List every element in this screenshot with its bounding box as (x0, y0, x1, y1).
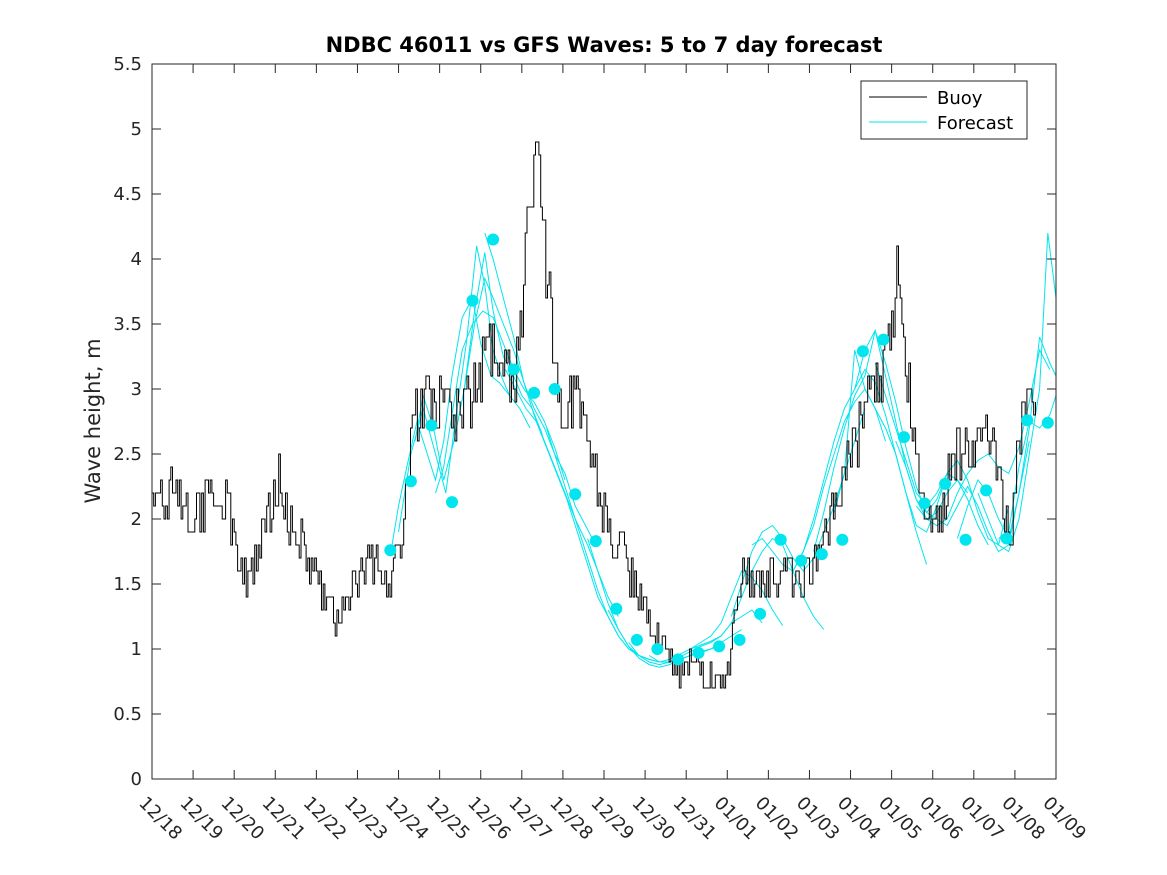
buoy-series (152, 141, 1036, 689)
forecast-line-21 (915, 348, 1051, 527)
forecast-line-18 (854, 329, 989, 546)
y-tick-label: 0 (131, 769, 142, 790)
forecast-point (713, 640, 726, 653)
buoy-line (152, 141, 1036, 689)
y-tick-label: 5.5 (113, 54, 142, 75)
forecast-point (466, 294, 479, 307)
forecast-point (404, 475, 417, 488)
y-tick-label: 2 (131, 509, 142, 530)
y-tick-label: 2.5 (113, 444, 142, 465)
y-tick-label: 4.5 (113, 184, 142, 205)
forecast-point (980, 484, 993, 497)
forecast-line-23 (977, 232, 1057, 553)
y-tick-label: 3 (131, 379, 142, 400)
y-tick-label: 0.5 (113, 704, 142, 725)
legend-forecast-label: Forecast (937, 113, 1013, 134)
forecast-point (1000, 532, 1013, 545)
forecast-point (692, 646, 705, 659)
forecast-point (774, 533, 787, 546)
forecast-point (528, 386, 541, 399)
forecast-point (651, 643, 664, 655)
forecast-point (939, 477, 952, 490)
forecast-point (569, 488, 582, 501)
chart-title: NDBC 46011 vs GFS Waves: 5 to 7 day fore… (326, 33, 883, 57)
plot-area (152, 64, 1056, 779)
forecast-point (815, 548, 828, 561)
forecast-point (548, 383, 561, 395)
forecast-point (425, 419, 438, 432)
forecast-point (507, 363, 520, 376)
y-tick-label: 5 (131, 119, 142, 140)
forecast-line-2 (414, 252, 543, 481)
y-axis-label: Wave height, m (81, 338, 105, 503)
forecast-line-12 (690, 537, 825, 650)
forecast-point (446, 496, 458, 509)
forecast-point (959, 533, 972, 546)
forecast-point (487, 233, 500, 246)
forecast-point (1041, 416, 1054, 429)
y-tick-label: 1 (131, 639, 142, 660)
forecast-point (384, 544, 397, 557)
forecast-point (610, 602, 623, 615)
forecast-point (589, 535, 602, 548)
forecast-line-0 (389, 296, 510, 556)
forecast-line-11 (648, 570, 784, 663)
forecast-point (630, 633, 643, 646)
y-tick-label: 1.5 (113, 574, 142, 595)
forecast-point (856, 345, 869, 358)
legend-box (860, 80, 1028, 140)
y-axis: 0 0.5 1 1.5 2 2.5 3 3.5 4 4.5 5 5.5 (113, 54, 1056, 790)
forecast-line-3 (435, 310, 566, 494)
forecast-point (836, 533, 849, 546)
y-tick-label: 4 (131, 249, 142, 270)
legend: Buoy Forecast (860, 80, 1028, 140)
y-tick-label: 3.5 (113, 314, 142, 335)
forecast-point (672, 653, 684, 666)
forecast-line-20 (895, 440, 1030, 553)
forecast-markers (384, 233, 1054, 666)
forecast-point (898, 431, 910, 444)
legend-buoy-label: Buoy (937, 88, 983, 109)
forecast-point (1021, 414, 1034, 427)
forecast-point (877, 333, 890, 346)
forecast-line-14 (751, 388, 886, 572)
forecast-point (754, 607, 767, 620)
forecast-point (918, 497, 931, 510)
forecast-point (733, 633, 746, 646)
forecast-point (795, 554, 808, 567)
